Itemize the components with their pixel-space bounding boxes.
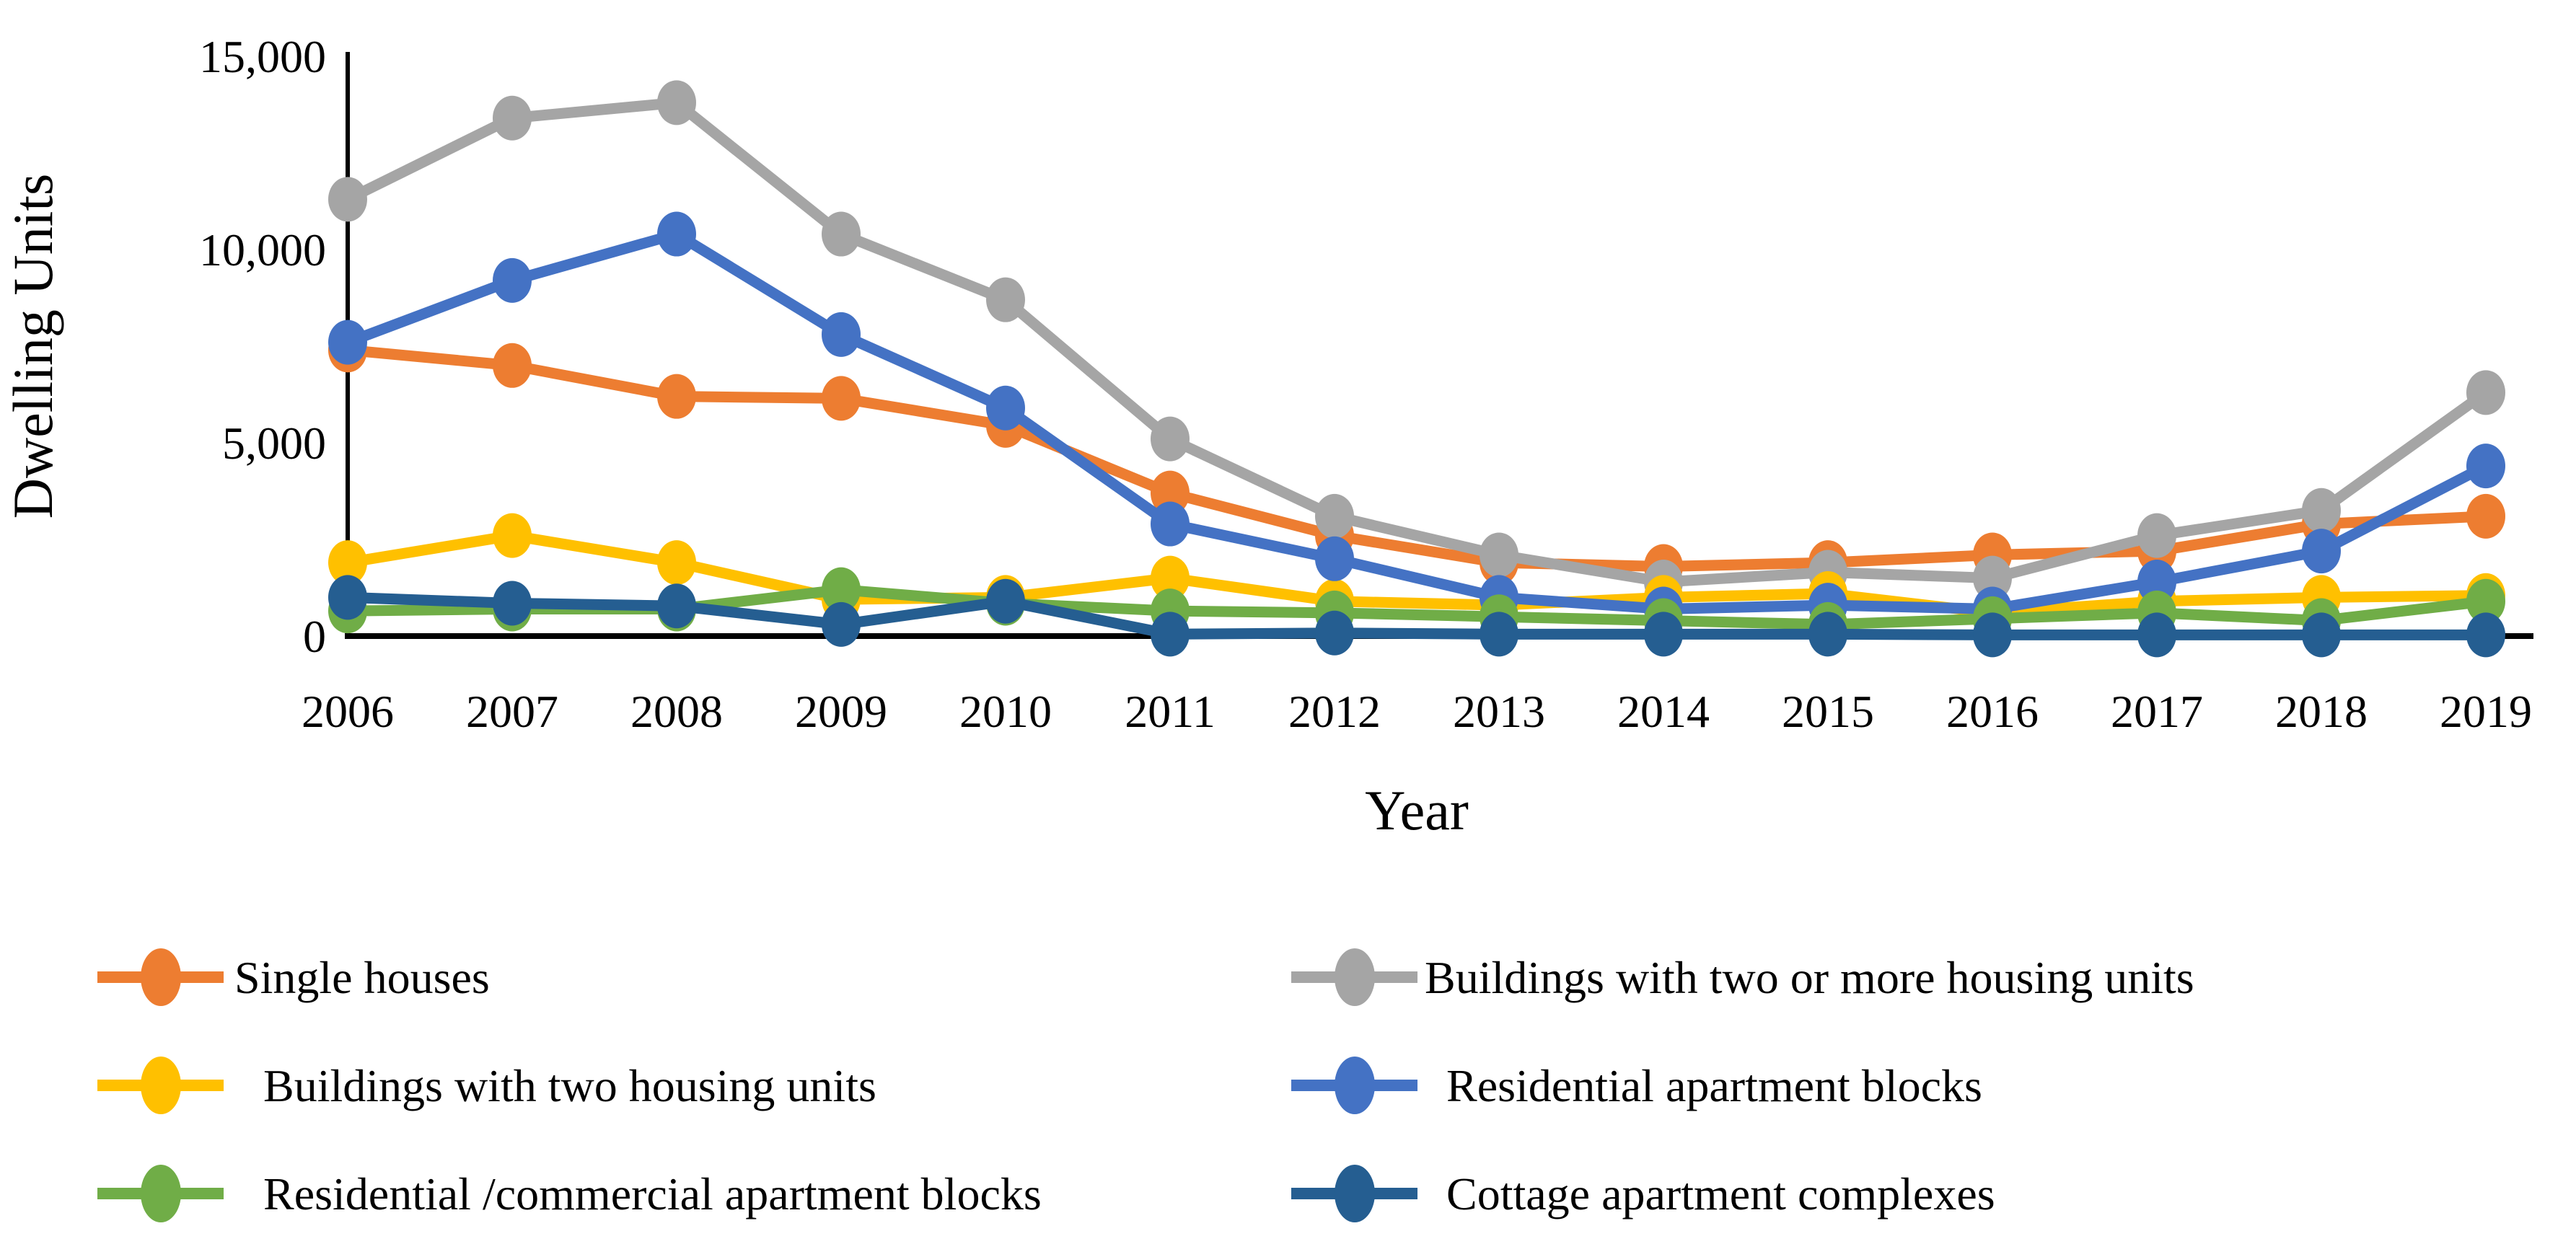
legend-label-residential-commercial-apartment-blocks: Residential /commercial apartment blocks — [263, 1168, 1042, 1219]
series-single-houses — [328, 327, 2505, 589]
data-point-cottage-apartment-complexes-2016 — [1973, 612, 2012, 658]
data-point-buildings-with-two-housing-units-2006 — [328, 540, 367, 586]
series-line-cottage-apartment-complexes — [347, 591, 2486, 640]
series-buildings-with-two-or-more-housing-units — [328, 80, 2505, 604]
data-point-buildings-with-two-or-more-housing-units-2007 — [493, 95, 532, 141]
x-tick-label-2012: 2012 — [1288, 686, 1381, 737]
tick-labels: 15,000 10,000 5,000 0 2006 2007 2008 2009 2010 20… — [199, 31, 2532, 737]
data-point-cottage-apartment-complexes-2009 — [822, 601, 861, 647]
data-point-cottage-apartment-complexes-2012 — [1315, 610, 1354, 656]
data-point-cottage-apartment-complexes-2017 — [2137, 612, 2176, 658]
data-point-buildings-with-two-or-more-housing-units-2008 — [657, 80, 696, 125]
x-tick-label-2014: 2014 — [1617, 686, 1710, 737]
data-point-cottage-apartment-complexes-2007 — [493, 581, 532, 626]
x-tick-label-2016: 2016 — [1946, 686, 2039, 737]
circle-marker-icon — [141, 948, 181, 1006]
series-line-buildings-with-two-housing-units — [346, 530, 2487, 619]
data-point-cottage-apartment-complexes-2011 — [1151, 612, 1190, 657]
data-point-cottage-apartment-complexes-2015 — [1808, 612, 1847, 657]
data-point-single-houses-2019 — [2466, 493, 2505, 539]
data-point-residential-apartment-blocks-2008 — [657, 211, 696, 257]
data-point-buildings-with-two-or-more-housing-units-2013 — [1480, 532, 1518, 578]
data-point-residential-apartment-blocks-2017 — [2137, 559, 2176, 604]
legend-label-buildings-two-or-more: Buildings with two or more housing units — [1425, 952, 2194, 1003]
series-line-single-houses — [347, 344, 2487, 573]
data-point-cottage-apartment-complexes-2014 — [1644, 612, 1683, 657]
series-layer — [328, 80, 2505, 658]
x-tick-label-2010: 2010 — [959, 686, 1052, 737]
x-tick-label-2018: 2018 — [2275, 686, 2368, 737]
x-tick-label-2013: 2013 — [1453, 686, 1545, 737]
data-point-single-houses-2007 — [493, 343, 532, 388]
series-cottage-apartment-complexes — [328, 575, 2505, 658]
x-axis-title: Year — [1365, 779, 1469, 842]
legend-label-single-houses: Single houses — [234, 952, 490, 1003]
data-point-residential-apartment-blocks-2012 — [1315, 536, 1354, 581]
data-point-buildings-with-two-or-more-housing-units-2010 — [986, 277, 1025, 322]
x-tick-label-2015: 2015 — [1782, 686, 1874, 737]
y-tick-label: 5,000 — [222, 418, 326, 469]
data-point-buildings-with-two-housing-units-2007 — [493, 513, 532, 558]
circle-marker-icon — [141, 1165, 181, 1222]
series-line-residential-apartment-blocks — [346, 228, 2489, 614]
x-tick-label-2011: 2011 — [1125, 686, 1216, 737]
x-tick-label-2008: 2008 — [630, 686, 723, 737]
legend-label-residential-apartment-blocks: Residential apartment blocks — [1446, 1060, 1982, 1111]
y-tick-label: 15,000 — [199, 31, 326, 82]
data-point-residential-apartment-blocks-2007 — [493, 257, 532, 303]
data-point-cottage-apartment-complexes-2006 — [328, 575, 367, 620]
y-tick-label: 0 — [303, 611, 326, 662]
series-residential-apartment-blocks — [328, 211, 2505, 632]
legend-item-buildings-two-or-more: Buildings with two or more housing units — [1291, 948, 2194, 1006]
legend-label-buildings-two: Buildings with two housing units — [263, 1060, 876, 1111]
data-point-buildings-with-two-or-more-housing-units-2009 — [822, 211, 861, 257]
data-point-buildings-with-two-or-more-housing-units-2019 — [2466, 370, 2505, 415]
data-point-cottage-apartment-complexes-2018 — [2302, 612, 2341, 658]
data-point-residential-apartment-blocks-2019 — [2466, 444, 2505, 489]
data-point-buildings-with-two-or-more-housing-units-2016 — [1973, 555, 2012, 601]
circle-marker-icon — [1335, 948, 1375, 1006]
legend-item-cottage-apartment-complexes: Cottage apartment complexes — [1291, 1165, 1995, 1222]
data-point-buildings-with-two-housing-units-2011 — [1151, 555, 1190, 601]
data-point-residential-apartment-blocks-2011 — [1151, 501, 1190, 547]
data-point-residential-apartment-blocks-2009 — [822, 312, 861, 357]
legend-label-cottage-apartment-complexes: Cottage apartment complexes — [1446, 1168, 1995, 1219]
x-tick-label-2017: 2017 — [2111, 686, 2203, 737]
legend-item-residential-apartment-blocks: Residential apartment blocks — [1291, 1057, 1982, 1114]
y-axis-title: Dwelling Units — [1, 174, 64, 519]
data-point-buildings-with-two-or-more-housing-units-2006 — [328, 177, 367, 222]
data-point-buildings-with-two-housing-units-2008 — [657, 540, 696, 586]
x-tick-label-2007: 2007 — [466, 686, 558, 737]
x-tick-label-2009: 2009 — [795, 686, 887, 737]
legend-item-residential-commercial-apartment-blocks: Residential /commercial apartment blocks — [97, 1165, 1042, 1222]
data-point-single-houses-2008 — [657, 374, 696, 419]
data-point-cottage-apartment-complexes-2010 — [986, 578, 1025, 624]
x-tick-label-2019: 2019 — [2440, 686, 2532, 737]
x-tick-label-2006: 2006 — [302, 686, 394, 737]
data-point-single-houses-2011 — [1151, 470, 1190, 516]
data-point-residential-commercial-apartment-blocks-2019 — [2466, 578, 2505, 624]
series-line-buildings-with-two-or-more-housing-units — [345, 97, 2489, 588]
data-point-cottage-apartment-complexes-2013 — [1480, 612, 1518, 657]
legend-item-buildings-two: Buildings with two housing units — [97, 1057, 876, 1114]
data-point-residential-apartment-blocks-2018 — [2302, 529, 2341, 574]
legend-item-single-houses: Single houses — [97, 948, 490, 1006]
data-point-single-houses-2009 — [822, 376, 861, 421]
circle-marker-icon — [141, 1057, 181, 1114]
data-point-residential-commercial-apartment-blocks-2009 — [822, 567, 861, 612]
data-point-cottage-apartment-complexes-2008 — [657, 583, 696, 629]
data-point-buildings-with-two-or-more-housing-units-2018 — [2302, 488, 2341, 533]
data-point-cottage-apartment-complexes-2019 — [2466, 612, 2505, 658]
data-point-residential-apartment-blocks-2010 — [986, 385, 1025, 431]
circle-marker-icon — [1335, 1057, 1375, 1114]
data-point-residential-apartment-blocks-2006 — [328, 319, 367, 365]
y-tick-label: 10,000 — [199, 224, 326, 275]
circle-marker-icon — [1335, 1165, 1375, 1222]
data-point-buildings-with-two-or-more-housing-units-2017 — [2137, 513, 2176, 558]
data-point-buildings-with-two-or-more-housing-units-2011 — [1151, 416, 1190, 462]
data-point-buildings-with-two-or-more-housing-units-2012 — [1315, 493, 1354, 539]
